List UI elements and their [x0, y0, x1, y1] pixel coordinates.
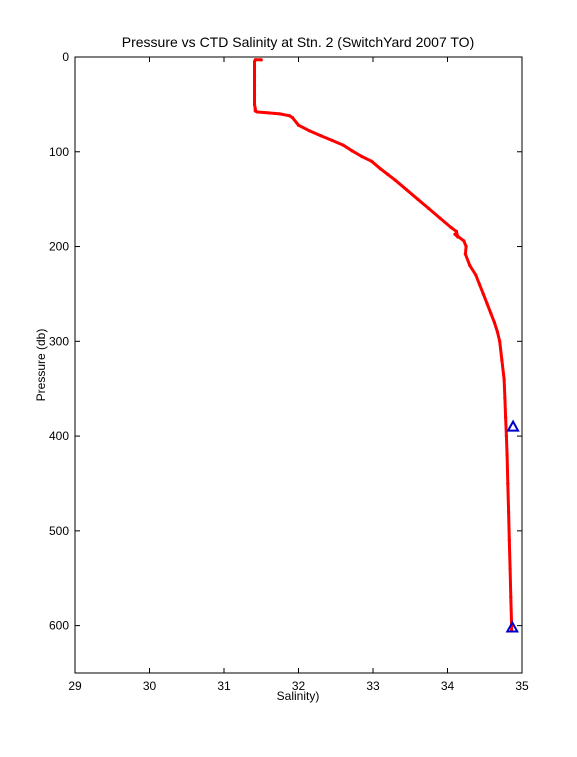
salinity-point	[495, 330, 500, 334]
salinity-point	[416, 197, 420, 201]
salinity-point	[489, 311, 493, 315]
x-tick-label: 29	[68, 679, 82, 693]
salinity-point	[477, 282, 482, 287]
salinity-point	[252, 83, 257, 88]
salinity-profile-line	[253, 58, 514, 631]
salinity-point	[341, 143, 345, 147]
salinity-point	[287, 114, 292, 118]
plot-area	[74, 56, 523, 674]
bottle-sample-marker	[506, 419, 520, 432]
salinity-point	[449, 225, 453, 230]
salinity-point	[360, 154, 364, 159]
y-axis-label: Pressure (db)	[34, 329, 48, 402]
salinity-point	[308, 129, 312, 133]
salinity-point	[259, 58, 263, 62]
salinity-point	[508, 567, 512, 571]
salinity-point	[330, 138, 334, 142]
salinity-point	[506, 481, 510, 486]
data-layer	[252, 58, 520, 633]
y-tick-label: 100	[49, 145, 69, 159]
chart-title: Pressure vs CTD Salinity at Stn. 2 (Swit…	[122, 34, 474, 50]
salinity-point	[386, 172, 390, 177]
x-tick-label: 30	[143, 679, 157, 693]
salinity-point	[485, 301, 489, 305]
salinity-point	[474, 273, 478, 277]
salinity-point	[427, 207, 431, 211]
bottle-sample-marker	[505, 620, 520, 633]
y-tick-label: 400	[49, 429, 69, 443]
salinity-point	[456, 235, 460, 239]
y-tick-label: 500	[49, 524, 69, 538]
salinity-point	[255, 110, 260, 114]
salinity-point	[252, 93, 257, 97]
salinity-point	[404, 188, 409, 192]
salinity-point	[464, 244, 468, 249]
salinity-point	[502, 377, 506, 381]
salinity-point	[504, 434, 508, 438]
x-axis-label: Salinity)	[277, 689, 320, 703]
salinity-point	[296, 123, 301, 127]
salinity-point	[506, 510, 511, 514]
salinity-point	[278, 112, 282, 116]
salinity-point	[500, 358, 504, 362]
salinity-point	[481, 292, 485, 296]
salinity-point	[503, 396, 507, 400]
salinity-point	[438, 216, 442, 220]
salinity-point	[504, 415, 508, 419]
y-tick-label: 0	[62, 50, 69, 64]
y-tick-label: 300	[49, 334, 69, 348]
x-tick-label: 35	[515, 679, 529, 693]
axis-ticks: 29 30 31 32 33 34 35 0 100 200 300 400 500 600	[49, 50, 529, 693]
salinity-point	[468, 263, 472, 268]
x-tick-label: 32	[292, 679, 306, 693]
salinity-point	[252, 102, 257, 106]
salinity-point	[507, 538, 511, 542]
salinity-point	[267, 111, 271, 115]
salinity-point	[498, 339, 502, 343]
salinity-point	[319, 134, 323, 138]
salinity-point	[393, 178, 397, 182]
salinity-point	[378, 167, 383, 171]
salinity-point	[453, 232, 457, 236]
x-tick-label: 31	[217, 679, 231, 693]
salinity-point	[252, 60, 257, 64]
salinity-point	[252, 64, 257, 69]
x-tick-label: 34	[441, 679, 455, 693]
salinity-point	[454, 229, 459, 233]
salinity-point	[252, 74, 257, 78]
x-tick-label: 33	[366, 679, 380, 693]
salinity-point	[369, 159, 374, 163]
salinity-point	[462, 239, 466, 243]
salinity-point	[492, 320, 497, 324]
salinity-point	[463, 252, 467, 256]
y-tick-label: 200	[49, 240, 69, 254]
salinity-point	[509, 595, 513, 599]
y-tick-label: 600	[49, 619, 69, 633]
salinity-point	[350, 149, 354, 153]
salinity-point	[505, 453, 509, 457]
salinity-point	[290, 116, 295, 120]
